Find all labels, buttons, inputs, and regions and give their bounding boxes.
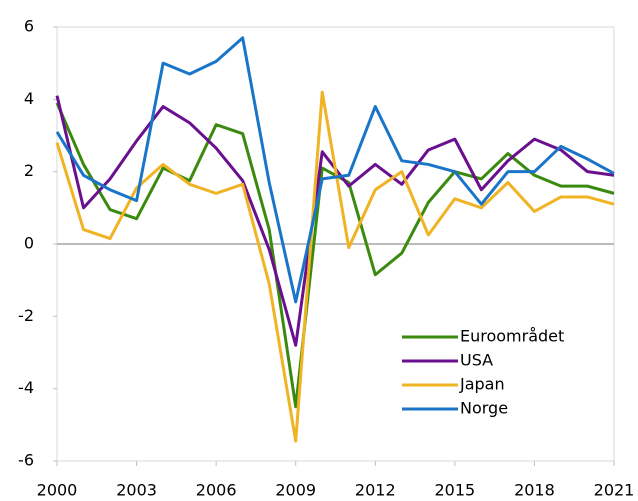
y-tick-label: 2 xyxy=(24,161,34,180)
x-tick-label: 2003 xyxy=(116,481,157,500)
y-tick-label: -2 xyxy=(18,306,34,325)
x-tick-label: 2006 xyxy=(196,481,237,500)
legend-label: Norge xyxy=(460,399,508,418)
x-tick-label: 2021 xyxy=(594,481,635,500)
x-tick-label: 2015 xyxy=(434,481,475,500)
legend-label: USA xyxy=(460,351,493,370)
legend-label: Euroområdet xyxy=(460,327,564,346)
x-tick-label: 2018 xyxy=(514,481,555,500)
line-series xyxy=(55,90,615,443)
x-tick-label: 2012 xyxy=(355,481,396,500)
line-series xyxy=(55,95,615,347)
y-tick-label: 6 xyxy=(24,17,34,36)
y-tick-label: -6 xyxy=(18,451,34,470)
y-tick-label: 4 xyxy=(24,89,34,108)
y-tick-label: -4 xyxy=(18,378,34,397)
x-tick-label: 2009 xyxy=(275,481,316,500)
line-series xyxy=(55,36,615,304)
y-tick-label: 0 xyxy=(24,234,34,253)
x-tick-label: 2000 xyxy=(37,481,78,500)
line-series xyxy=(55,102,615,409)
legend-label: Japan xyxy=(459,375,505,394)
